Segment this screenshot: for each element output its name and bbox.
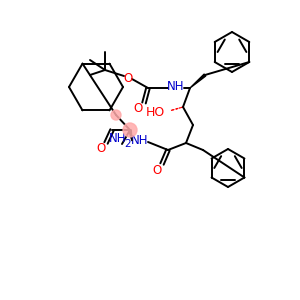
Circle shape	[111, 110, 121, 120]
Polygon shape	[190, 74, 206, 88]
Circle shape	[123, 123, 137, 137]
Text: O: O	[96, 142, 106, 155]
Polygon shape	[129, 130, 132, 141]
Text: HO: HO	[146, 106, 165, 118]
Text: NH: NH	[131, 134, 149, 146]
Text: NH: NH	[167, 80, 185, 92]
Text: 2: 2	[125, 139, 131, 149]
Text: O: O	[152, 164, 162, 178]
Text: NH: NH	[109, 131, 127, 145]
Text: O: O	[123, 71, 133, 85]
Text: O: O	[134, 101, 142, 115]
